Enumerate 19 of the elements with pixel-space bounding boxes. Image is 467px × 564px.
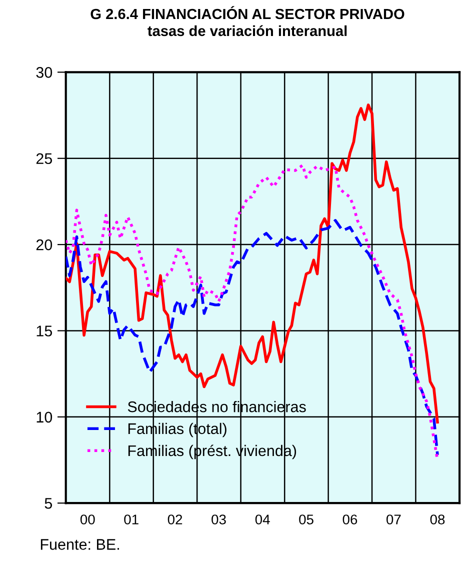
y-tick-label: 5 bbox=[44, 498, 52, 509]
y-tick-label: 30 bbox=[36, 67, 52, 78]
x-tick-label: 02 bbox=[168, 514, 182, 524]
y-tick-label: 20 bbox=[36, 239, 52, 250]
x-tick-label: 04 bbox=[255, 514, 270, 524]
x-tick-label: 08 bbox=[430, 514, 445, 524]
chart-title: G 2.6.4 FINANCIACIÓN AL SECTOR PRIVADO bbox=[90, 6, 404, 20]
line-series bbox=[66, 104, 439, 424]
x-tick-label: 01 bbox=[124, 514, 138, 524]
x-tick-label: 06 bbox=[342, 514, 358, 524]
x-tick-label: 07 bbox=[386, 514, 401, 524]
chart-subtitle: tasas de variación interanual bbox=[148, 25, 347, 36]
x-tick-label: 00 bbox=[80, 514, 95, 524]
y-tick-label: 10 bbox=[36, 412, 52, 423]
x-tick-label: 03 bbox=[212, 514, 226, 524]
source-note: Fuente: BE. bbox=[40, 539, 119, 550]
y-tick-label: 15 bbox=[36, 326, 52, 336]
x-tick-label: 05 bbox=[299, 514, 314, 524]
y-tick-label: 25 bbox=[36, 153, 52, 164]
